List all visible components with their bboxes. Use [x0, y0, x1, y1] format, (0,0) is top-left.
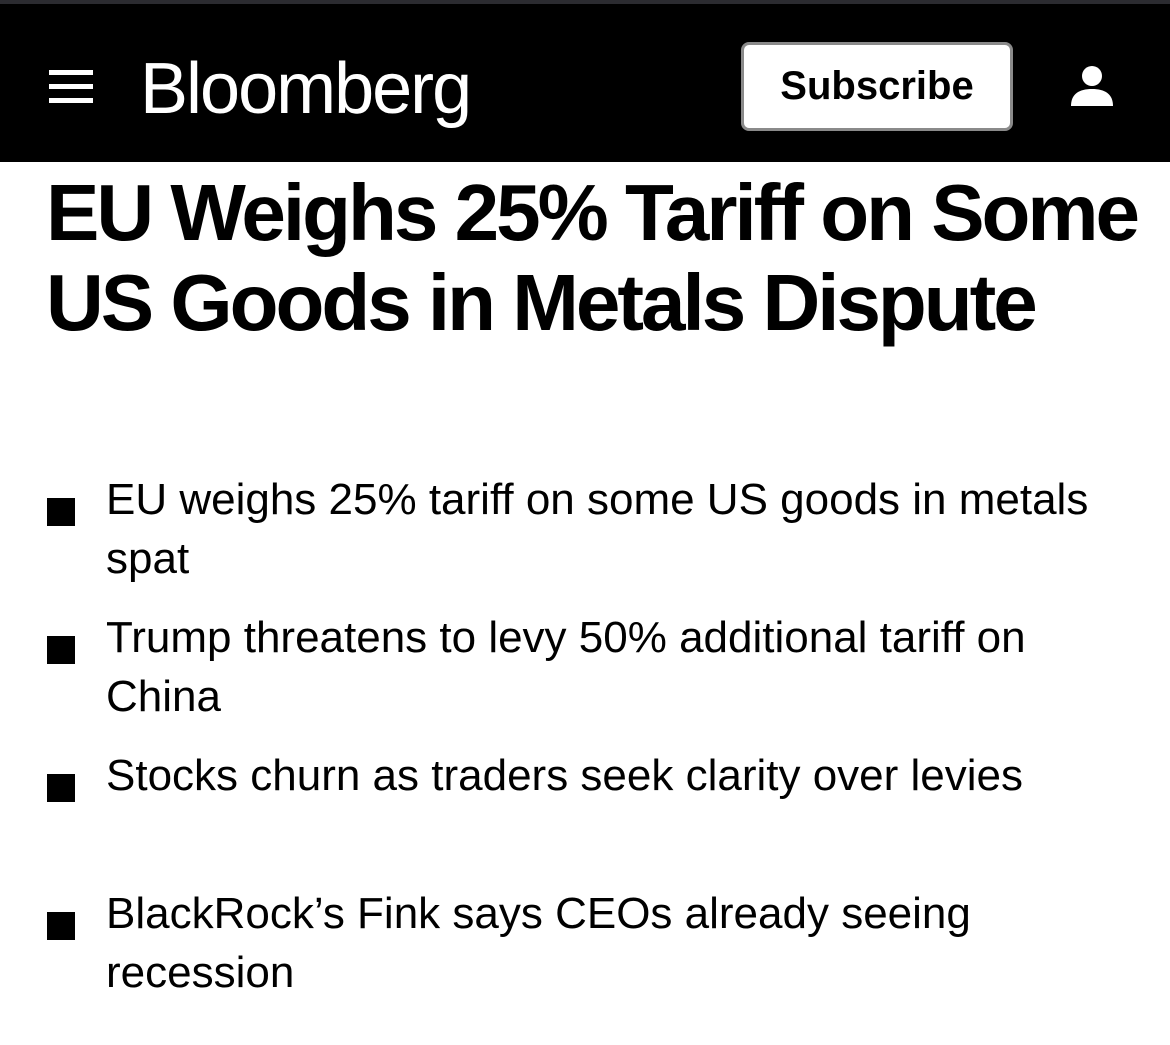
hamburger-menu-icon[interactable] — [49, 68, 93, 106]
user-silhouette-icon — [1071, 66, 1113, 106]
article-headline: EU Weighs 25% Tariff on Some US Goods in… — [46, 168, 1140, 347]
bloomberg-logo[interactable]: Bloomberg — [140, 49, 472, 129]
key-point-text: EU weighs 25% tariff on some US goods in… — [106, 475, 1089, 583]
site-header: Bloomberg Subscribe — [0, 4, 1170, 162]
top-status-strip — [0, 0, 1170, 4]
user-account-icon[interactable] — [1069, 64, 1115, 110]
menu-bar — [49, 98, 93, 103]
menu-bar — [49, 84, 93, 89]
key-point-text: Stocks churn as traders seek clarity ove… — [106, 751, 1024, 800]
square-bullet-icon — [47, 774, 75, 802]
square-bullet-icon — [47, 636, 75, 664]
menu-bar — [49, 70, 93, 75]
subscribe-button[interactable]: Subscribe — [741, 42, 1013, 131]
square-bullet-icon — [47, 498, 75, 526]
key-point-text: BlackRock’s Fink says CEOs already seein… — [106, 889, 971, 997]
key-point-text: Trump threatens to levy 50% additional t… — [106, 613, 1026, 721]
square-bullet-icon — [47, 912, 75, 940]
